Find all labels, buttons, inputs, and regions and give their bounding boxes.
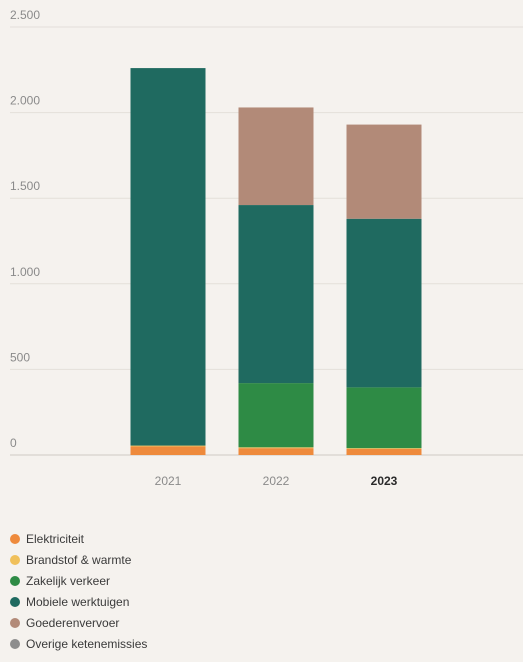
legend-label: Brandstof & warmte <box>26 552 132 567</box>
bar-2023-zakelijk-verkeer <box>346 387 422 449</box>
bar-2021-brandstof-warmte <box>130 445 206 447</box>
bar-2021-elektriciteit <box>130 446 206 455</box>
legend-item-elektriciteit: Elektriciteit <box>10 528 147 549</box>
legend-label: Goederenvervoer <box>26 615 120 630</box>
legend-item-goederenvervoer: Goederenvervoer <box>10 612 147 633</box>
legend-swatch-icon <box>10 596 20 607</box>
legend-item-mobiele-werktuigen: Mobiele werktuigen <box>10 591 147 612</box>
bar-2021-mobiele-werktuigen <box>130 68 206 446</box>
legend-swatch-icon <box>10 617 20 628</box>
legend-item-zakelijk-verkeer: Zakelijk verkeer <box>10 570 147 591</box>
bar-2023-mobiele-werktuigen <box>346 218 422 388</box>
bar-2023-elektriciteit <box>346 449 422 455</box>
legend-swatch-icon <box>10 554 20 565</box>
legend-label: Zakelijk verkeer <box>26 573 111 588</box>
bar-2023-goederenvervoer <box>346 124 422 219</box>
bar-2022-elektriciteit <box>238 448 314 455</box>
y-tick-label-500: 500 <box>10 350 30 364</box>
bars <box>130 68 422 455</box>
legend-swatch-icon <box>10 533 20 544</box>
bar-2022-mobiele-werktuigen <box>238 205 314 384</box>
legend: Elektriciteit Brandstof & warmte Zakelijk … <box>10 528 147 654</box>
y-tick-label-0: 0 <box>10 436 17 450</box>
legend-label: Overige ketenemissies <box>26 636 148 651</box>
bar-2022-brandstof-warmte <box>238 447 314 449</box>
chart: 0 500 1.000 1.500 2.000 2.500 2021 2022 2023 <box>10 8 523 488</box>
stacked-bar-chart: 0 500 1.000 1.500 2.000 2.500 2021 2022 2023 <box>10 8 523 488</box>
y-tick-label-2500: 2.500 <box>10 8 40 22</box>
legend-label: Mobiele werktuigen <box>26 594 130 609</box>
legend-item-brandstof-warmte: Brandstof & warmte <box>10 549 147 570</box>
legend-item-overige-ketenemissies: Overige ketenemissies <box>10 633 147 654</box>
x-tick-label-2023: 2023 <box>371 474 398 488</box>
legend-swatch-icon <box>10 638 20 649</box>
x-tick-label-2021: 2021 <box>155 474 182 488</box>
legend-swatch-icon <box>10 575 20 586</box>
bar-2022-goederenvervoer <box>238 107 314 206</box>
bar-2023-brandstof-warmte <box>346 448 422 450</box>
axis-labels: 0 500 1.000 1.500 2.000 2.500 2021 2022 2023 <box>10 8 398 488</box>
x-tick-label-2022: 2022 <box>263 474 290 488</box>
y-tick-label-1500: 1.500 <box>10 179 40 193</box>
bar-2022-zakelijk-verkeer <box>238 383 314 448</box>
y-tick-label-2000: 2.000 <box>10 94 40 108</box>
y-tick-label-1000: 1.000 <box>10 265 40 279</box>
legend-label: Elektriciteit <box>26 531 85 546</box>
